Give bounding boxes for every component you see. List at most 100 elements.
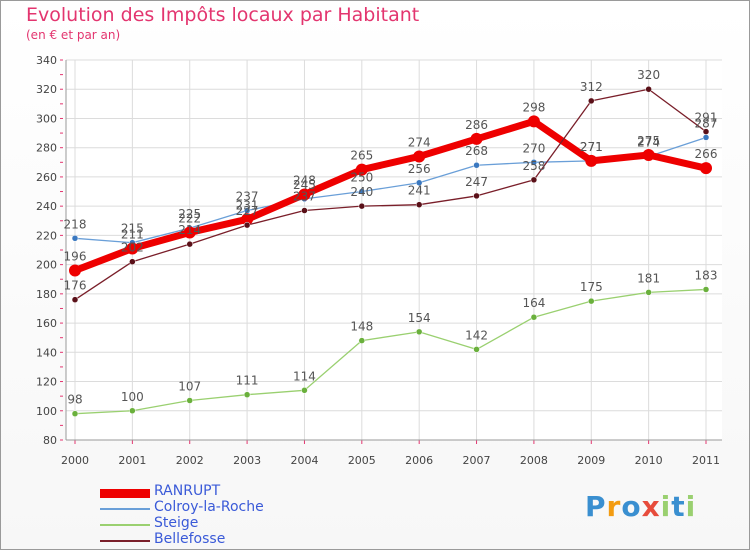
proxiti-logo: Proxiti [585, 490, 696, 523]
data-label-colroy-la-roche-2003: 237 [236, 190, 259, 204]
point-ranrupt-2002 [183, 226, 196, 239]
y-tick-label-280: 280 [36, 142, 57, 155]
data-label-steige-2005: 148 [350, 320, 373, 334]
point-steige-2005 [358, 337, 366, 344]
logo-letter: P [585, 490, 607, 523]
point-bellefosse-2003 [243, 221, 251, 229]
data-label-steige-2000: 98 [67, 393, 82, 407]
y-tick-label-260: 260 [36, 171, 57, 184]
point-colroy-la-roche-2007 [473, 161, 480, 169]
legend-label-bellefosse: Bellefosse [154, 531, 226, 547]
x-tick-label-2011: 2011 [692, 454, 720, 467]
legend-label-ranrupt: RANRUPT [154, 483, 221, 499]
data-label-ranrupt-2005: 265 [350, 149, 373, 163]
data-label-steige-2010: 181 [637, 271, 660, 285]
legend-swatch-colroy-la-roche [100, 508, 150, 510]
x-tick-label-2007: 2007 [463, 454, 491, 467]
data-label-bellefosse-2010: 320 [637, 68, 660, 82]
x-tick-label-2005: 2005 [348, 454, 376, 467]
data-label-steige-2008: 164 [522, 296, 545, 310]
data-label-ranrupt-2004: 248 [293, 173, 316, 187]
point-ranrupt-2000 [69, 264, 81, 277]
legend-swatch-bellefosse [100, 540, 150, 542]
point-steige-2009 [588, 297, 595, 305]
point-ranrupt-2006 [413, 150, 426, 163]
point-steige-2011 [702, 286, 710, 293]
data-label-colroy-la-roche-2000: 218 [64, 217, 87, 231]
y-tick-label-340: 340 [36, 54, 57, 67]
legend-swatch-ranrupt [100, 489, 150, 498]
data-label-steige-2006: 154 [408, 311, 431, 325]
y-tick-label-100: 100 [36, 405, 57, 418]
point-steige-2007 [473, 346, 480, 353]
x-tick-label-2000: 2000 [61, 454, 89, 467]
series-line-bellefosse [74, 88, 707, 301]
data-label-bellefosse-2011: 291 [695, 111, 718, 125]
point-bellefosse-2010 [645, 85, 652, 93]
chart-title: Evolution des Impôts locaux par Habitant [26, 4, 420, 26]
legend-label-colroy-la-roche: Colroy-la-Roche [154, 499, 264, 515]
point-bellefosse-2011 [702, 128, 710, 135]
chart-subtitle: (en € et par an) [26, 28, 121, 42]
data-label-colroy-la-roche-2009: 271 [580, 140, 603, 154]
point-bellefosse-2002 [186, 240, 193, 248]
data-label-bellefosse-2003: 227 [236, 204, 259, 218]
data-label-bellefosse-2001: 202 [121, 241, 144, 255]
point-ranrupt-2008 [527, 115, 540, 128]
x-tick-label-2004: 2004 [290, 454, 318, 467]
data-label-colroy-la-roche-2005: 250 [350, 171, 373, 185]
data-label-bellefosse-2009: 312 [580, 80, 603, 94]
x-tick-label-2008: 2008 [520, 454, 548, 467]
y-tick-label-140: 140 [36, 346, 57, 359]
data-label-colroy-la-roche-2002: 225 [178, 207, 201, 221]
legend-label-steige: Steige [154, 515, 199, 531]
point-bellefosse-2006 [415, 201, 423, 208]
data-label-bellefosse-2000: 176 [64, 279, 87, 293]
point-colroy-la-roche-2005 [358, 188, 366, 195]
data-label-bellefosse-2002: 214 [178, 223, 201, 237]
point-colroy-la-roche-2011 [702, 134, 710, 141]
point-steige-2008 [530, 313, 538, 321]
x-tick-label-2009: 2009 [577, 454, 605, 467]
point-bellefosse-2001 [129, 258, 136, 265]
data-label-steige-2003: 111 [236, 374, 259, 388]
x-tick-label-2006: 2006 [405, 454, 433, 467]
point-ranrupt-2003 [241, 213, 254, 226]
data-label-ranrupt-2007: 286 [465, 118, 488, 132]
point-steige-2010 [645, 289, 652, 296]
point-bellefosse-2009 [588, 97, 595, 105]
series-line-ranrupt [71, 117, 710, 274]
logo-letter: o [621, 490, 642, 523]
data-label-steige-2009: 175 [580, 280, 603, 294]
data-label-bellefosse-2006: 241 [408, 184, 431, 198]
data-label-bellefosse-2008: 258 [522, 159, 545, 173]
data-label-ranrupt-2010: 275 [637, 134, 660, 148]
point-ranrupt-2004 [298, 188, 311, 201]
x-tick-label-2010: 2010 [635, 454, 663, 467]
point-ranrupt-2011 [700, 162, 712, 175]
point-ranrupt-2005 [355, 163, 368, 176]
y-tick-label-240: 240 [36, 200, 57, 213]
y-tick-label-120: 120 [36, 376, 57, 389]
point-bellefosse-2004 [301, 207, 308, 214]
data-label-colroy-la-roche-2006: 256 [408, 162, 431, 176]
data-label-colroy-la-roche-2004: 245 [293, 178, 316, 192]
point-colroy-la-roche-2006 [415, 179, 423, 187]
point-ranrupt-2010 [642, 149, 655, 161]
plot-area [66, 60, 722, 440]
y-tick-label-200: 200 [36, 259, 57, 272]
data-label-colroy-la-roche-2011: 287 [695, 116, 718, 130]
data-label-bellefosse-2007: 247 [465, 175, 488, 189]
data-label-colroy-la-roche-2008: 270 [522, 141, 545, 155]
point-ranrupt-2007 [470, 132, 483, 145]
data-label-ranrupt-2006: 274 [408, 135, 431, 149]
y-tick-label-320: 320 [36, 83, 57, 96]
legend-swatch-steige [100, 524, 150, 526]
point-bellefosse-2008 [530, 176, 538, 184]
y-tick-label-180: 180 [36, 288, 57, 301]
data-label-ranrupt-2002: 222 [178, 211, 201, 225]
data-label-ranrupt-2001: 211 [121, 228, 144, 242]
point-steige-2003 [243, 391, 251, 398]
data-label-ranrupt-2008: 298 [522, 100, 545, 114]
